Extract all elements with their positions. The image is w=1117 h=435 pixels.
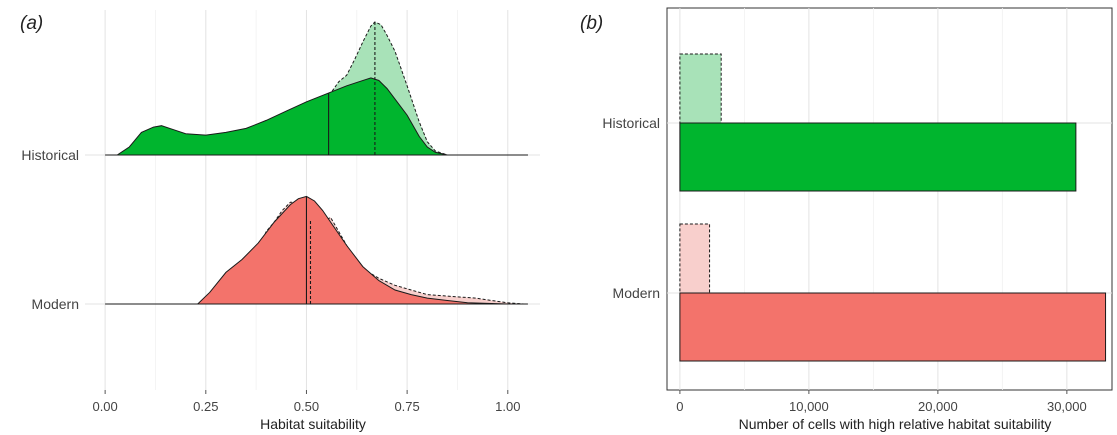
ridge-modern <box>105 195 528 305</box>
panel-b-x-axis: 0 10,000 20,000 30,000 <box>676 390 1087 414</box>
x-tick-label: 1.00 <box>495 399 520 414</box>
panel-a-x-axis-title: Habitat suitability <box>260 416 366 432</box>
panel-a-x-axis: 0.00 0.25 0.50 0.75 1.00 <box>92 390 520 414</box>
y-tick-label: Modern <box>613 285 660 301</box>
y-tick-label: Historical <box>21 147 79 163</box>
bar-solid-modern <box>679 292 1107 362</box>
panel-a-y-axis: Historical Modern <box>21 147 79 312</box>
density-solid-modern <box>196 195 508 305</box>
y-tick-label: Historical <box>602 115 660 131</box>
panel-a-label: (a) <box>20 13 43 34</box>
y-tick-label: Modern <box>32 296 79 312</box>
bar-dashed-historical <box>679 53 722 124</box>
x-tick-label: 0.25 <box>193 399 218 414</box>
panel-a: (a) Historical Modern 0.00 0.25 0.50 0.75 1.0… <box>20 10 540 432</box>
x-tick-label: 0.00 <box>92 399 117 414</box>
x-tick-label: 10,000 <box>789 399 829 414</box>
panel-b-bars <box>679 53 1107 362</box>
bar-solid-historical <box>679 122 1077 192</box>
panel-b-label: (b) <box>580 13 603 34</box>
panel-b: (b) Historical Modern 0 10,000 20,000 30,000… <box>580 7 1113 432</box>
x-tick-label: 0.50 <box>294 399 319 414</box>
x-tick-label: 20,000 <box>918 399 958 414</box>
ridge-historical <box>105 21 528 156</box>
panel-b-x-axis-title: Number of cells with high relative habit… <box>739 416 1052 432</box>
x-tick-label: 0 <box>676 399 683 414</box>
x-tick-label: 30,000 <box>1047 399 1087 414</box>
bar-dashed-modern <box>679 223 711 294</box>
x-tick-label: 0.75 <box>394 399 419 414</box>
panel-a-ridges <box>105 21 528 305</box>
density-solid-historical <box>115 77 528 156</box>
panel-b-y-axis: Historical Modern <box>602 115 660 301</box>
